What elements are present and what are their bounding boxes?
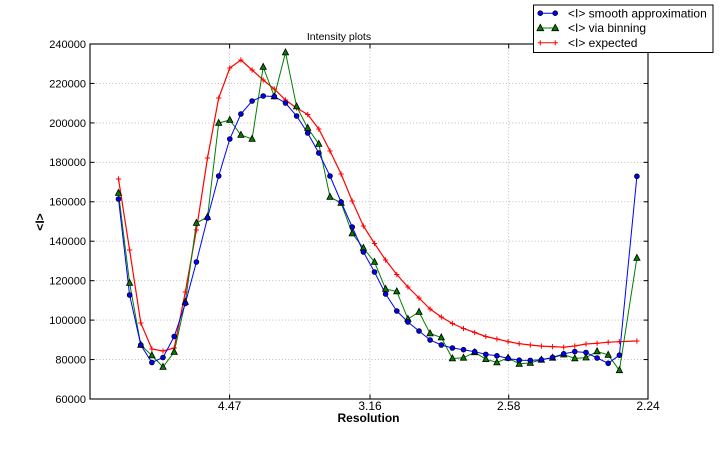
svg-text:2.24: 2.24 [636,399,660,413]
svg-text:180000: 180000 [49,157,86,169]
svg-text:100000: 100000 [49,315,86,327]
svg-text:140000: 140000 [49,236,86,248]
svg-text:<I>: <I> [33,213,47,230]
svg-text:Resolution: Resolution [338,411,400,425]
svg-text:<I> via binning: <I> via binning [568,21,646,35]
svg-text:60000: 60000 [55,394,86,406]
svg-text:240000: 240000 [49,39,86,51]
svg-text:<I> smooth approximation: <I> smooth approximation [568,6,707,20]
svg-text:80000: 80000 [55,354,86,366]
svg-text:2.58: 2.58 [497,399,521,413]
svg-text:4.47: 4.47 [218,399,242,413]
svg-text:Intensity plots: Intensity plots [307,31,371,43]
svg-text:120000: 120000 [49,276,86,288]
svg-text:3.16: 3.16 [358,399,382,413]
svg-text:220000: 220000 [49,78,86,90]
svg-text:<I> expected: <I> expected [568,36,637,50]
svg-text:160000: 160000 [49,197,86,209]
svg-text:200000: 200000 [49,118,86,130]
